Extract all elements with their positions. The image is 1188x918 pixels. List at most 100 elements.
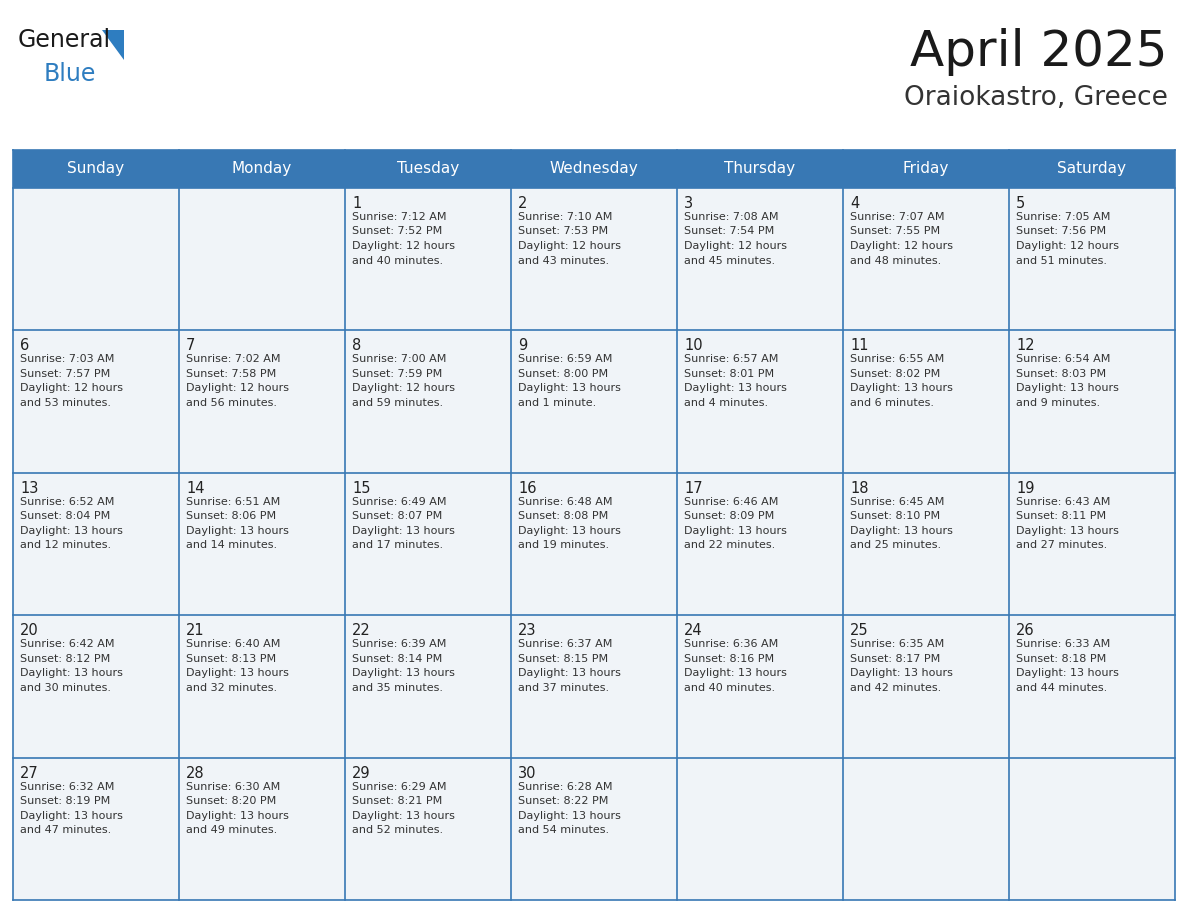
Text: Sunset: 8:22 PM: Sunset: 8:22 PM — [518, 796, 608, 806]
Text: and 35 minutes.: and 35 minutes. — [352, 683, 443, 693]
Text: Daylight: 13 hours: Daylight: 13 hours — [187, 526, 289, 536]
Text: April 2025: April 2025 — [910, 28, 1168, 76]
Text: Daylight: 13 hours: Daylight: 13 hours — [20, 811, 122, 821]
Text: Saturday: Saturday — [1057, 162, 1126, 176]
Text: and 4 minutes.: and 4 minutes. — [684, 397, 769, 408]
Text: and 12 minutes.: and 12 minutes. — [20, 541, 112, 550]
Text: Sunrise: 6:52 AM: Sunrise: 6:52 AM — [20, 497, 114, 507]
Text: Sunset: 8:19 PM: Sunset: 8:19 PM — [20, 796, 110, 806]
Text: 29: 29 — [352, 766, 371, 780]
Text: Sunrise: 6:46 AM: Sunrise: 6:46 AM — [684, 497, 778, 507]
Text: Sunrise: 7:07 AM: Sunrise: 7:07 AM — [849, 212, 944, 222]
Text: 12: 12 — [1016, 339, 1035, 353]
Text: Wednesday: Wednesday — [550, 162, 638, 176]
Text: Sunset: 8:14 PM: Sunset: 8:14 PM — [352, 654, 442, 664]
Text: Daylight: 13 hours: Daylight: 13 hours — [849, 526, 953, 536]
Text: Sunrise: 6:48 AM: Sunrise: 6:48 AM — [518, 497, 613, 507]
Text: and 1 minute.: and 1 minute. — [518, 397, 596, 408]
Bar — [13, 330, 179, 473]
Text: Daylight: 13 hours: Daylight: 13 hours — [518, 811, 621, 821]
Text: Sunrise: 7:12 AM: Sunrise: 7:12 AM — [352, 212, 447, 222]
Text: 4: 4 — [849, 196, 859, 211]
Text: 9: 9 — [518, 339, 527, 353]
Text: and 56 minutes.: and 56 minutes. — [187, 397, 277, 408]
Text: and 25 minutes.: and 25 minutes. — [849, 541, 941, 550]
Bar — [1009, 473, 1175, 615]
Text: Sunrise: 7:00 AM: Sunrise: 7:00 AM — [352, 354, 447, 364]
Text: Sunrise: 6:59 AM: Sunrise: 6:59 AM — [518, 354, 612, 364]
Text: Daylight: 12 hours: Daylight: 12 hours — [352, 384, 455, 394]
Bar — [677, 473, 843, 615]
Text: Daylight: 13 hours: Daylight: 13 hours — [20, 526, 122, 536]
Bar — [13, 615, 179, 757]
Text: Sunrise: 6:28 AM: Sunrise: 6:28 AM — [518, 781, 613, 791]
Bar — [843, 330, 1009, 473]
Text: 3: 3 — [684, 196, 693, 211]
Text: Sunset: 7:59 PM: Sunset: 7:59 PM — [352, 369, 442, 379]
Text: 28: 28 — [187, 766, 204, 780]
Text: 17: 17 — [684, 481, 702, 496]
Bar — [843, 188, 1009, 330]
Text: Sunrise: 6:54 AM: Sunrise: 6:54 AM — [1016, 354, 1111, 364]
Text: Daylight: 13 hours: Daylight: 13 hours — [187, 811, 289, 821]
Text: Sunrise: 6:29 AM: Sunrise: 6:29 AM — [352, 781, 447, 791]
Text: 5: 5 — [1016, 196, 1025, 211]
Text: Daylight: 13 hours: Daylight: 13 hours — [1016, 668, 1119, 678]
Text: and 14 minutes.: and 14 minutes. — [187, 541, 277, 550]
Text: 14: 14 — [187, 481, 204, 496]
Text: Sunset: 8:07 PM: Sunset: 8:07 PM — [352, 511, 442, 521]
Text: Daylight: 13 hours: Daylight: 13 hours — [849, 384, 953, 394]
Text: Sunrise: 6:35 AM: Sunrise: 6:35 AM — [849, 639, 944, 649]
Text: and 51 minutes.: and 51 minutes. — [1016, 255, 1107, 265]
Text: 27: 27 — [20, 766, 39, 780]
Text: Sunset: 7:55 PM: Sunset: 7:55 PM — [849, 227, 940, 237]
Text: and 49 minutes.: and 49 minutes. — [187, 825, 277, 835]
Text: Sunrise: 6:30 AM: Sunrise: 6:30 AM — [187, 781, 280, 791]
Text: 24: 24 — [684, 623, 702, 638]
Text: 1: 1 — [352, 196, 361, 211]
Text: and 47 minutes.: and 47 minutes. — [20, 825, 112, 835]
Text: Sunset: 8:00 PM: Sunset: 8:00 PM — [518, 369, 608, 379]
Text: Sunrise: 7:10 AM: Sunrise: 7:10 AM — [518, 212, 612, 222]
Bar — [179, 330, 345, 473]
Text: and 17 minutes.: and 17 minutes. — [352, 541, 443, 550]
Text: Sunrise: 6:33 AM: Sunrise: 6:33 AM — [1016, 639, 1111, 649]
Text: 26: 26 — [1016, 623, 1035, 638]
Bar — [1009, 757, 1175, 900]
Text: Sunrise: 6:42 AM: Sunrise: 6:42 AM — [20, 639, 114, 649]
Text: Daylight: 13 hours: Daylight: 13 hours — [684, 384, 786, 394]
Text: Sunrise: 6:57 AM: Sunrise: 6:57 AM — [684, 354, 778, 364]
Text: Daylight: 12 hours: Daylight: 12 hours — [20, 384, 124, 394]
Polygon shape — [102, 30, 124, 60]
Text: 2: 2 — [518, 196, 527, 211]
Text: Sunset: 8:20 PM: Sunset: 8:20 PM — [187, 796, 277, 806]
Text: Daylight: 12 hours: Daylight: 12 hours — [1016, 241, 1119, 251]
Text: and 30 minutes.: and 30 minutes. — [20, 683, 110, 693]
Text: Sunset: 7:52 PM: Sunset: 7:52 PM — [352, 227, 442, 237]
Text: Sunset: 8:09 PM: Sunset: 8:09 PM — [684, 511, 775, 521]
Text: Daylight: 12 hours: Daylight: 12 hours — [849, 241, 953, 251]
Bar — [1009, 330, 1175, 473]
Bar — [843, 615, 1009, 757]
Text: General: General — [18, 28, 112, 52]
Text: Sunrise: 6:45 AM: Sunrise: 6:45 AM — [849, 497, 944, 507]
Text: 18: 18 — [849, 481, 868, 496]
Text: 22: 22 — [352, 623, 371, 638]
Text: Daylight: 13 hours: Daylight: 13 hours — [518, 668, 621, 678]
Text: and 22 minutes.: and 22 minutes. — [684, 541, 776, 550]
Text: Daylight: 12 hours: Daylight: 12 hours — [187, 384, 289, 394]
Text: Sunrise: 7:08 AM: Sunrise: 7:08 AM — [684, 212, 778, 222]
Text: Daylight: 12 hours: Daylight: 12 hours — [684, 241, 786, 251]
Text: and 19 minutes.: and 19 minutes. — [518, 541, 609, 550]
Text: 23: 23 — [518, 623, 537, 638]
Text: and 43 minutes.: and 43 minutes. — [518, 255, 609, 265]
Text: 10: 10 — [684, 339, 702, 353]
Text: and 45 minutes.: and 45 minutes. — [684, 255, 775, 265]
Bar — [511, 188, 677, 330]
Bar — [13, 188, 179, 330]
Bar — [677, 188, 843, 330]
Text: 30: 30 — [518, 766, 537, 780]
Text: 7: 7 — [187, 339, 195, 353]
Text: Sunrise: 7:05 AM: Sunrise: 7:05 AM — [1016, 212, 1111, 222]
Text: Sunset: 8:04 PM: Sunset: 8:04 PM — [20, 511, 110, 521]
